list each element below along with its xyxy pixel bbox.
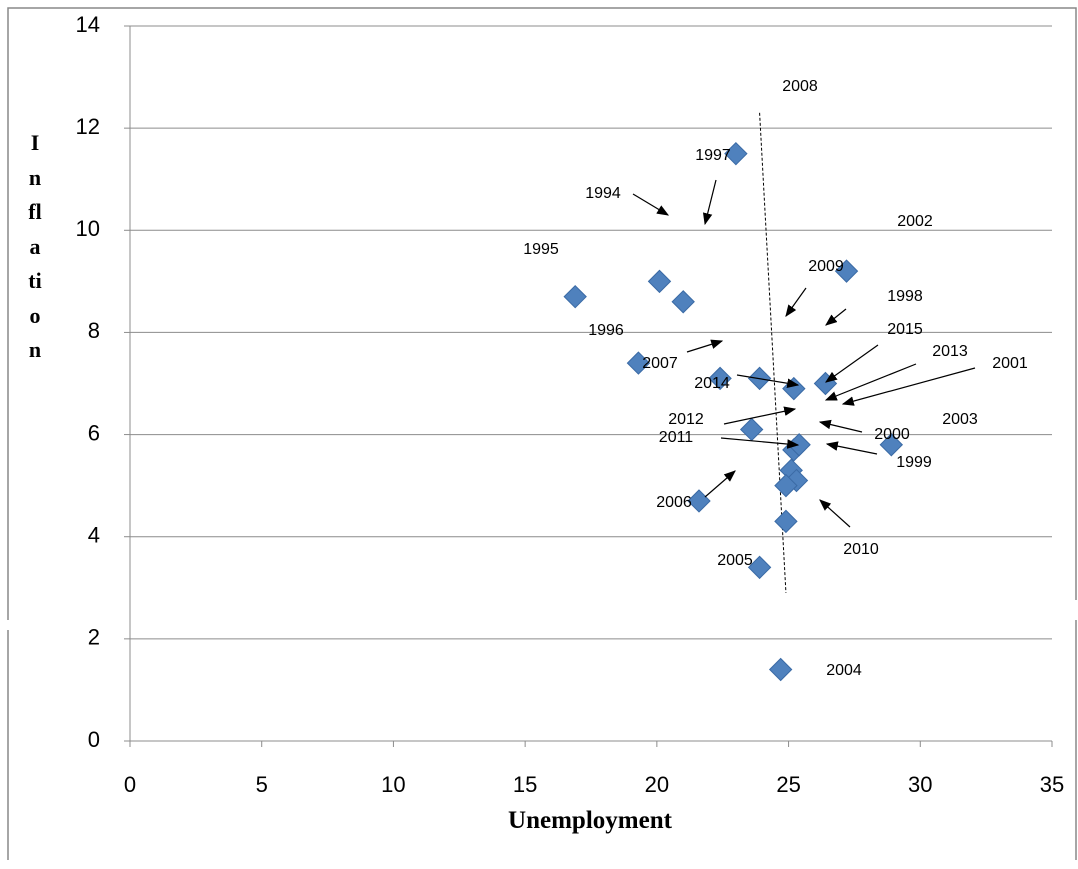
annotation-arrow [736, 374, 800, 388]
annotation: 2011 [659, 429, 694, 446]
annotation-arrow [825, 344, 879, 383]
y-tick-label: 8 [88, 318, 100, 343]
x-axis-label: Unemployment [508, 807, 672, 834]
annotation: 2001 [992, 355, 1028, 372]
annotation: 2004 [826, 662, 862, 679]
point [747, 555, 772, 580]
y-tick-label: 2 [88, 625, 100, 650]
annotation: 2003 [942, 411, 978, 428]
point [724, 141, 748, 166]
annotation: 2009 [808, 258, 844, 275]
y-tick-label: 0 [88, 727, 100, 752]
point [768, 657, 793, 682]
annotation-arrow [819, 499, 851, 528]
x-tick-label: 5 [256, 772, 268, 797]
annotation-arrow [825, 308, 847, 326]
annotation: 1996 [588, 322, 624, 339]
annotation-arrow [818, 419, 863, 433]
annotation: 2007 [642, 355, 678, 372]
annotation-arrow [785, 287, 807, 317]
annotation: 2002 [897, 213, 933, 230]
y-tick-label: 4 [88, 523, 100, 548]
point [774, 473, 798, 498]
y-tick-label: 10 [76, 216, 100, 241]
y-axis-label: Inflation [28, 130, 42, 362]
x-tick-label: 10 [381, 772, 405, 797]
annotation: 2006 [656, 494, 692, 511]
annotation-arrow [723, 406, 797, 425]
x-tick-label: 20 [645, 772, 669, 797]
annotation-arrow [632, 193, 670, 216]
y-tick-label: 14 [76, 12, 100, 37]
annotation: 2008 [782, 78, 818, 95]
point [879, 433, 904, 457]
annotation: 2010 [843, 541, 879, 558]
annotation: 1997 [695, 147, 731, 164]
annotation-arrow [825, 441, 878, 455]
annotation: 2005 [717, 552, 753, 569]
annotation: 2000 [874, 426, 910, 443]
x-tick-label: 15 [513, 772, 537, 797]
annotation: 1999 [896, 454, 932, 471]
point [813, 371, 838, 396]
annotation: 2012 [668, 411, 704, 428]
annotation-arrow [686, 339, 724, 353]
annotation-arrow [841, 367, 976, 406]
annotation: 1994 [585, 185, 621, 202]
annotation: 1998 [887, 288, 923, 305]
y-tick-label: 6 [88, 420, 100, 445]
point [563, 284, 587, 309]
point [782, 376, 806, 401]
y-tick-label: 12 [76, 114, 100, 139]
point [784, 468, 809, 493]
annotation: 1995 [523, 241, 559, 258]
x-tick-label: 25 [776, 772, 800, 797]
point [739, 417, 764, 442]
point [708, 366, 732, 391]
reference-line [759, 112, 787, 593]
annotation: 2013 [932, 343, 968, 360]
annotation: 2015 [887, 321, 923, 338]
x-tick-label: 35 [1040, 772, 1064, 797]
annotation-arrow [720, 437, 800, 449]
frame [7, 7, 1077, 860]
point [834, 259, 859, 283]
point [626, 351, 651, 375]
annotation-arrow [702, 179, 717, 226]
x-tick-label: 0 [124, 772, 136, 797]
annotation-arrow [704, 470, 736, 498]
x-tick-label: 30 [908, 772, 932, 797]
point [647, 269, 672, 294]
point [687, 489, 711, 513]
point [671, 290, 695, 314]
annotation-arrow [824, 363, 917, 401]
annotation: 2014 [694, 375, 730, 392]
point [774, 509, 798, 534]
